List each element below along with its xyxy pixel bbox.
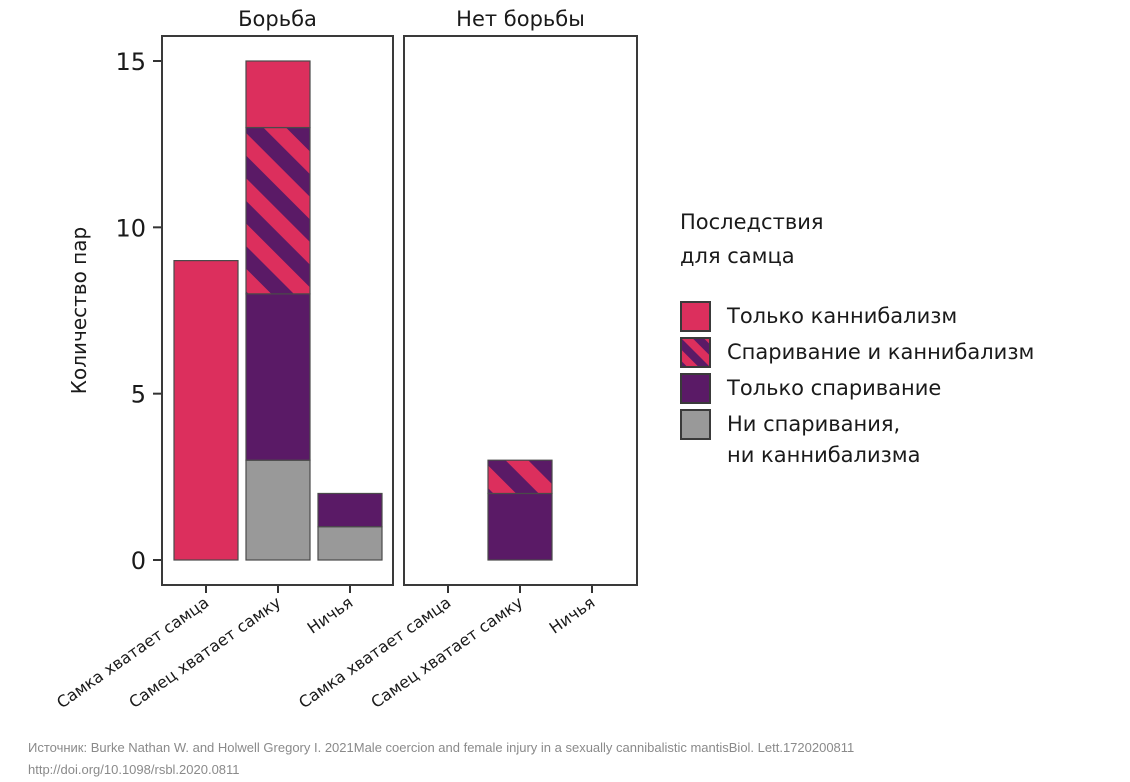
legend-label-line: Только спаривание: [727, 376, 942, 400]
legend-swatch: [680, 409, 711, 440]
legend-item-mating-and-cannibalism: Спаривание и каннибализм: [680, 337, 1120, 373]
bar-segment-cannibalism-only: [173, 260, 239, 561]
bar-segment-mating-only: [317, 492, 383, 528]
bar-segment-none: [245, 459, 311, 561]
legend-label: Только каннибализм: [727, 301, 957, 332]
source-citation: Источник: Burke Nathan W. and Holwell Gr…: [28, 740, 855, 755]
panel-frame: [403, 35, 638, 586]
legend-label-line: Спаривание и каннибализм: [727, 340, 1035, 364]
bar-segment-mating-and-cannibalism: [487, 459, 553, 495]
x-tick-label: Ничья: [304, 593, 357, 638]
legend-title-line: Последствия: [680, 210, 824, 234]
y-tick-label: 15: [115, 48, 146, 76]
panel-frame: [161, 35, 394, 586]
y-tick-label: 0: [131, 547, 146, 575]
y-tick-label: 5: [131, 381, 146, 409]
legend-label: Ни спаривания, ни каннибализма: [727, 409, 920, 471]
legend-item-mating-only: Только спаривание: [680, 373, 1120, 409]
legend-label-line: ни каннибализма: [727, 443, 921, 467]
bar-segment-none: [317, 526, 383, 561]
source-doi: http://doi.org/10.1098/rsbl.2020.0811: [28, 762, 240, 777]
panel-title: Борьба: [238, 7, 317, 31]
legend-swatch: [680, 373, 711, 404]
legend-label-line: Только каннибализм: [727, 304, 958, 328]
source-note: Источник: Burke Nathan W. and Holwell Gr…: [28, 737, 854, 781]
x-tick-label: Ничья: [546, 593, 599, 638]
y-axis-label: Количество пар: [67, 227, 91, 394]
bar-segment-mating-only: [245, 293, 311, 461]
legend: Последствия для самца Только каннибализм…: [680, 205, 1120, 479]
legend-item-none: Ни спаривания, ни каннибализма: [680, 409, 1120, 479]
legend-label: Только спаривание: [727, 373, 941, 404]
legend-swatch-striped: [680, 337, 711, 368]
legend-item-cannibalism-only: Только каннибализм: [680, 301, 1120, 337]
panel-title: Нет борьбы: [456, 7, 585, 31]
legend-label: Спаривание и каннибализм: [727, 337, 1034, 368]
legend-swatch: [680, 301, 711, 332]
bar-segment-mating-and-cannibalism: [245, 126, 311, 295]
legend-label-line: Ни спаривания,: [727, 412, 901, 436]
legend-title-line: для самца: [680, 244, 795, 268]
legend-title: Последствия для самца: [680, 205, 1120, 273]
bar-segment-cannibalism-only: [245, 60, 311, 129]
stripe-swatch-graphic: [682, 339, 709, 366]
bar-segment-mating-only: [487, 492, 553, 561]
y-tick-label: 10: [115, 214, 146, 242]
